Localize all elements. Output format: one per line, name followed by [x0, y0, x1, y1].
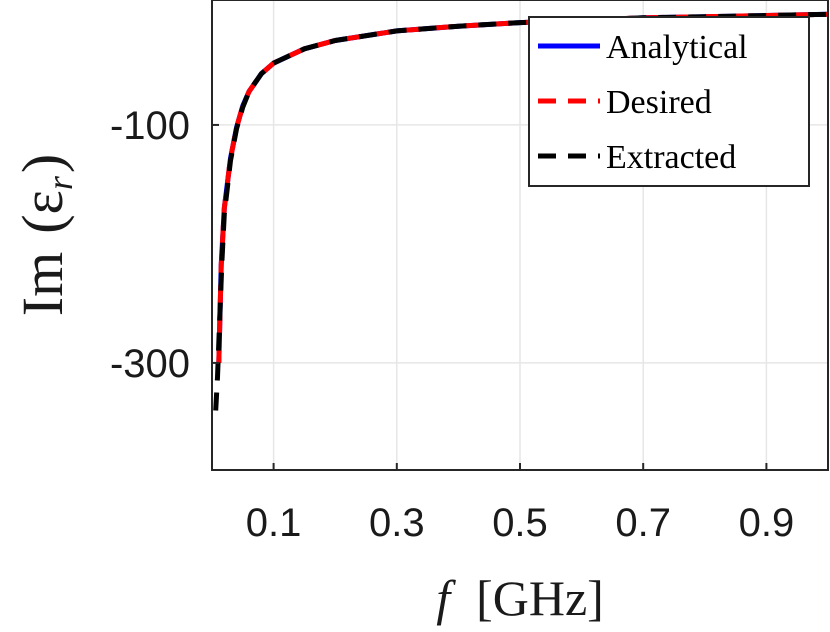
legend: Analytical Desired Extracted	[528, 16, 810, 187]
x-axis-label-italic: f	[436, 570, 456, 626]
y-tick-label: -300	[110, 342, 190, 386]
x-axis-label-unit: [GHz]	[476, 570, 604, 626]
legend-label-desired: Desired	[606, 84, 712, 121]
y-axis-label-close: )	[10, 154, 75, 173]
y-axis-label-im: Im	[10, 252, 75, 316]
legend-label-extracted: Extracted	[606, 139, 736, 176]
tick-layer: 0.1 0.3 0.5 0.7 0.9 -100 -300	[110, 104, 794, 545]
x-tick-label: 0.7	[615, 501, 671, 545]
x-tick-label: 0.5	[492, 501, 548, 545]
y-axis-label-subscript: r	[40, 175, 80, 190]
y-axis-label: Im (εr)	[10, 154, 80, 316]
x-tick-label: 0.1	[246, 501, 302, 545]
x-axis-label: f [GHz]	[436, 570, 604, 626]
y-tick-label: -100	[110, 104, 190, 148]
legend-label-analytical: Analytical	[606, 29, 748, 66]
series-extracted-line	[213, 11, 829, 411]
x-tick-label: 0.9	[739, 501, 795, 545]
legend-items: Analytical Desired Extracted	[538, 29, 748, 176]
y-axis-label-symbol: (ε	[10, 190, 75, 234]
x-tick-label: 0.3	[369, 501, 425, 545]
